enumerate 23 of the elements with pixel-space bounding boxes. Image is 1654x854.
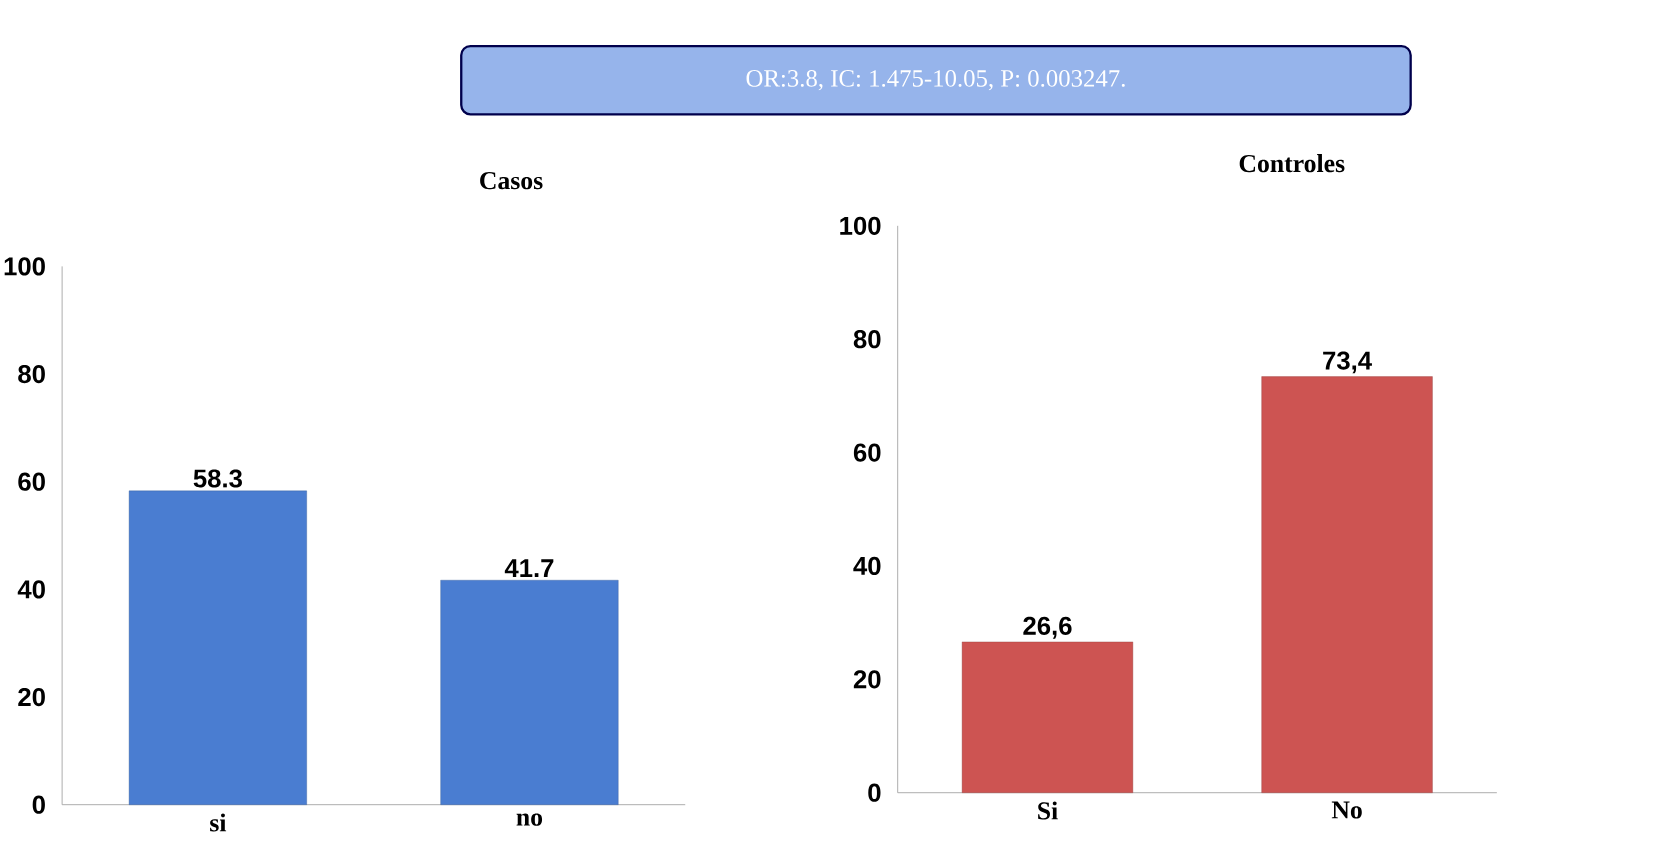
y-tick-label: 0 [868,783,881,802]
y-tick-label: 80 [853,329,881,349]
x-tick-label: si [210,813,227,832]
y-tick-label: 40 [853,556,881,575]
y-tick-label: 60 [853,443,881,462]
text: OR:3.8, IC: 1.475-10.05, P: 0.003247. [746,69,1125,91]
data-label: 26,6 [1023,616,1072,639]
y-tick-label: 60 [18,472,45,491]
y-tick-label: 100 [840,216,881,235]
y-tick-label: 40 [17,580,45,599]
x-tick-label: No [1331,801,1362,819]
chart-title: Controles [1239,153,1345,172]
y-tick-label: 20 [18,687,45,706]
chart-title: Casos [480,171,543,190]
y-tick-label: 20 [853,670,881,689]
y-tick-label: 100 [4,257,45,276]
data-label: 41.7 [504,559,554,577]
data-label: 73,4 [1323,351,1372,374]
x-tick-label: Si [1038,801,1058,820]
x-tick-label: no [516,813,543,826]
data-label: 58.3 [193,469,242,488]
y-tick-label: 0 [32,795,45,814]
y-tick-label: 80 [18,364,45,383]
